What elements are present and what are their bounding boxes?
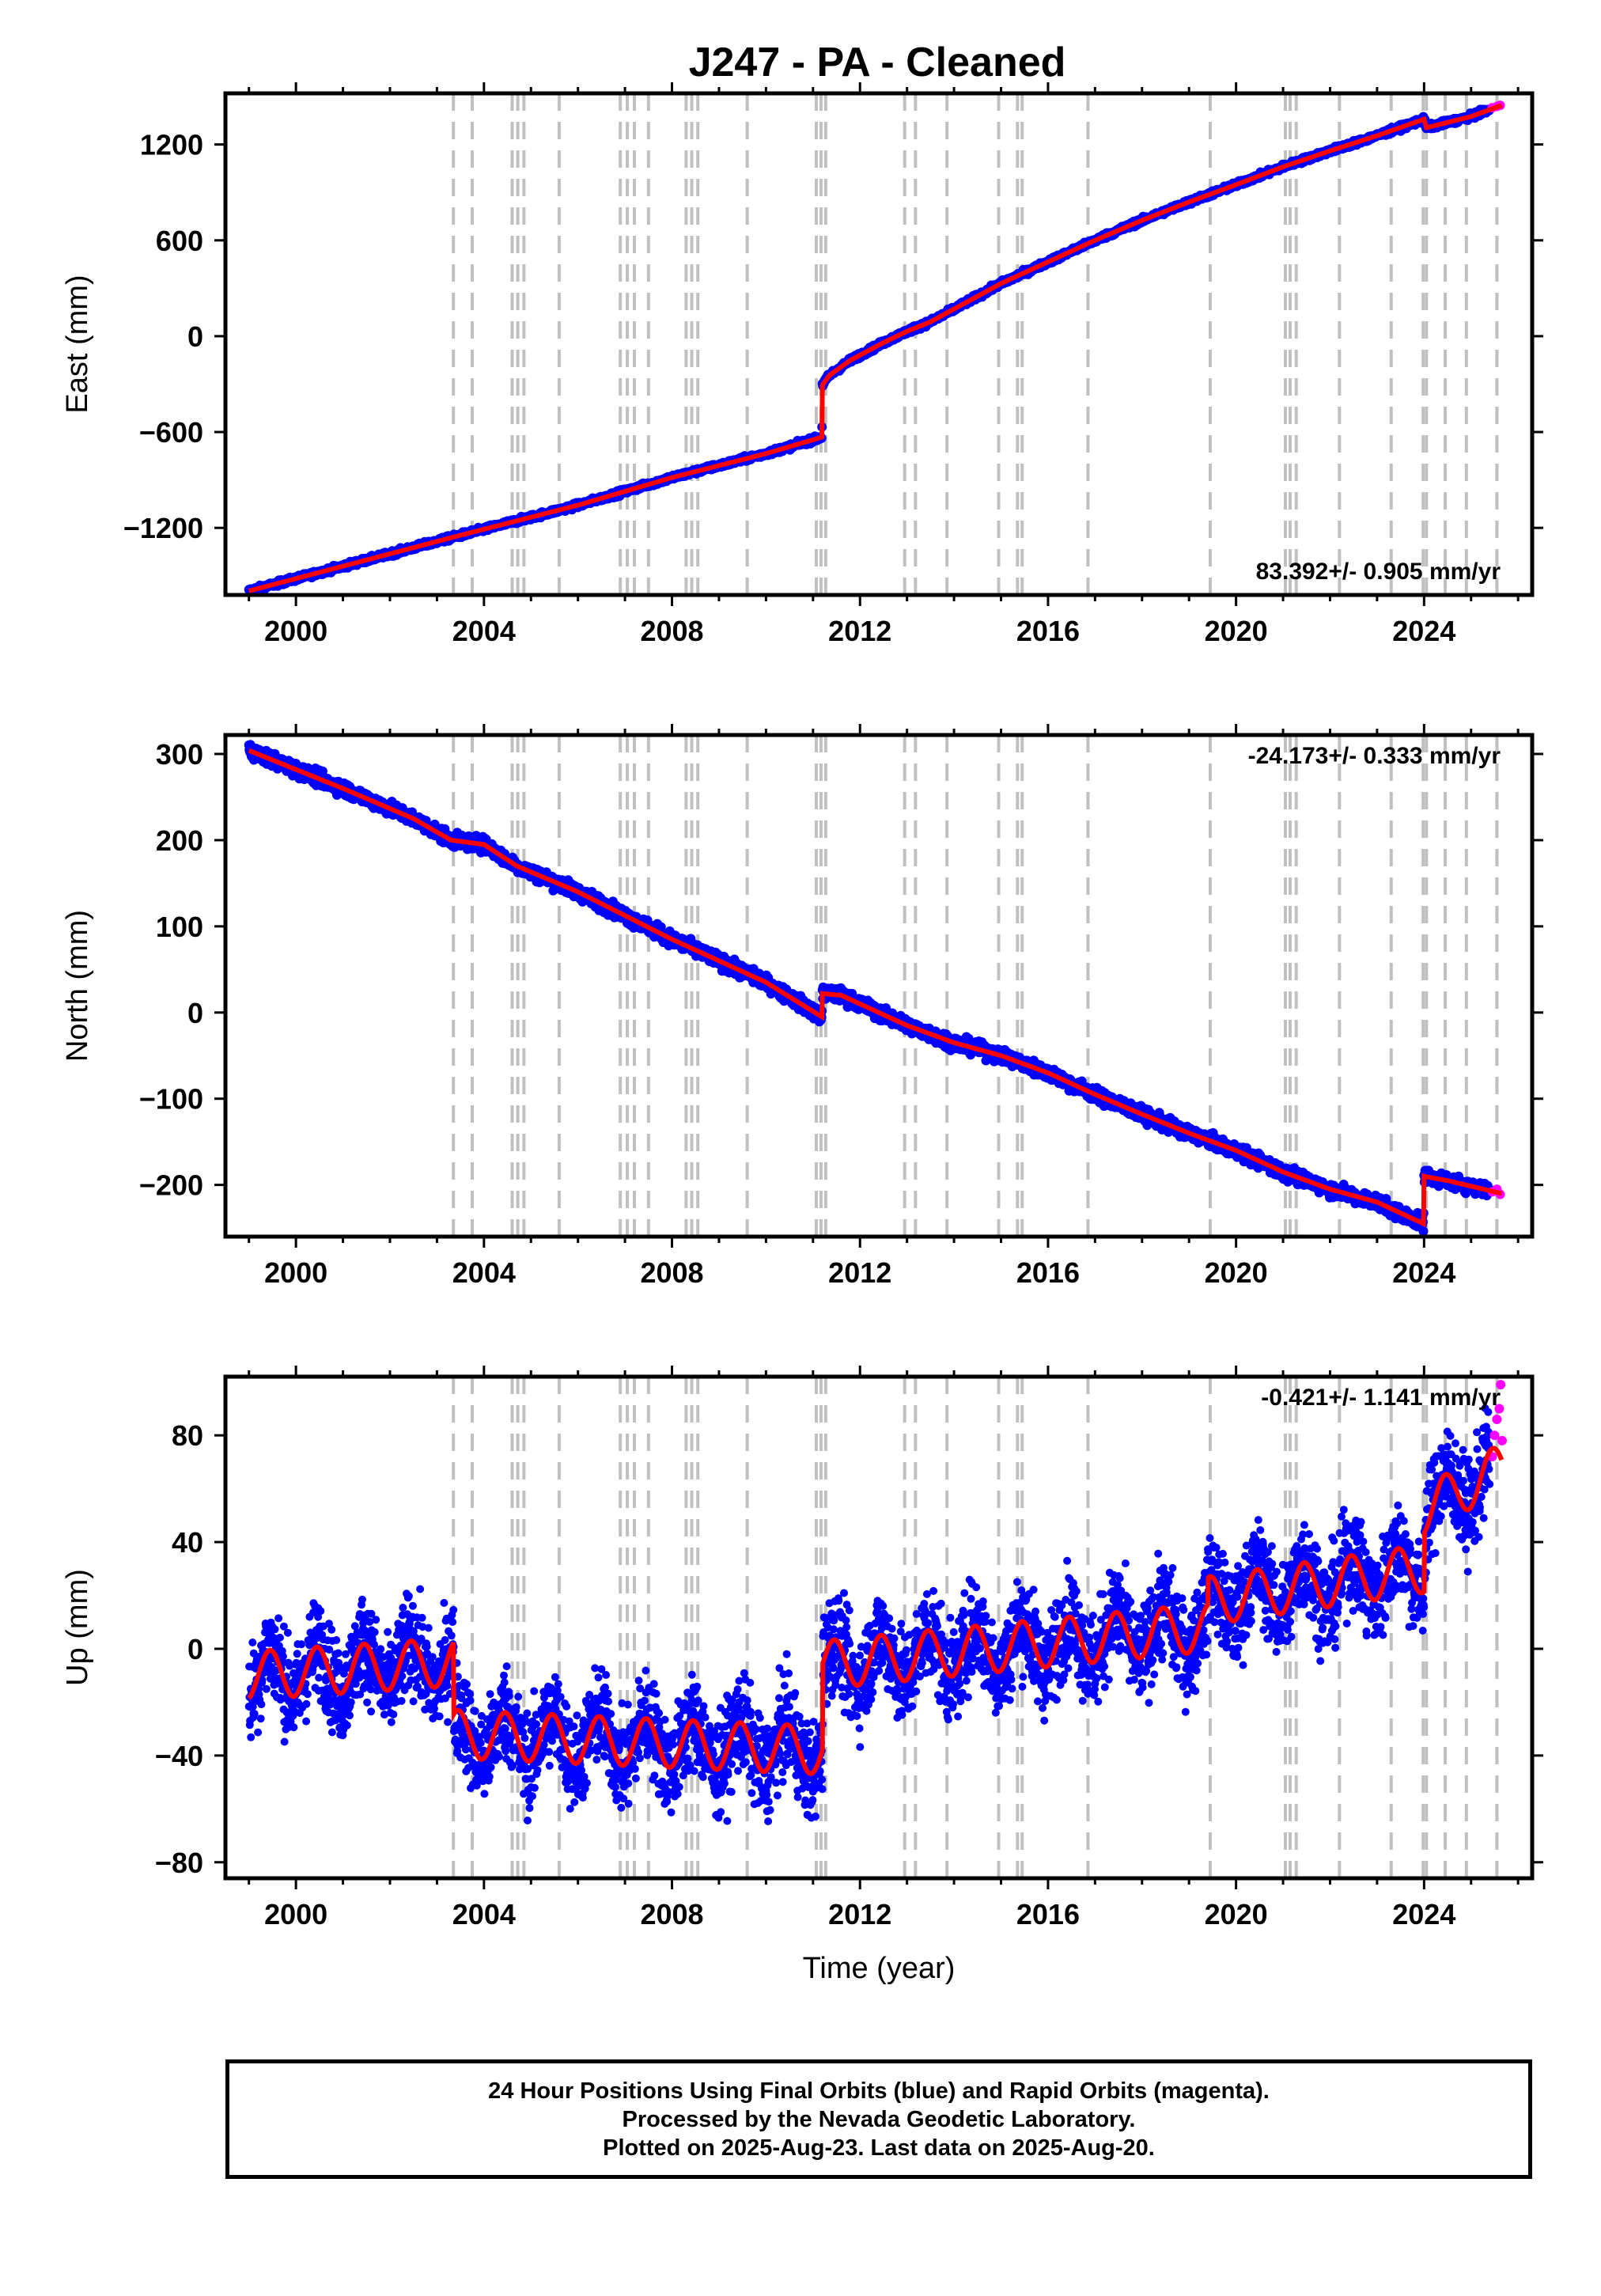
y-tick-label: 0 <box>187 320 203 353</box>
y-tick-label: 600 <box>156 225 203 257</box>
y-tick-label: −600 <box>139 416 203 449</box>
x-tick-label: 2012 <box>828 615 891 647</box>
break-lines <box>452 735 1499 1237</box>
chart-title: J247 - PA - Cleaned <box>689 40 1066 85</box>
model-line <box>248 103 1503 593</box>
x-tick-label: 2000 <box>264 615 327 647</box>
rate-label: 83.392+/- 0.905 mm/yr <box>1256 559 1501 585</box>
panels: 2000 2004 2008 2012 2016 2020 2024 1200 600 0 −600… <box>61 82 1543 1985</box>
y-tick-label: 1200 <box>140 129 203 161</box>
x-tick-label: 2016 <box>1016 615 1080 647</box>
x-tick-label: 2020 <box>1205 615 1268 647</box>
data-points-final <box>244 740 1494 1237</box>
panel-east: 2000 2004 2008 2012 2016 2020 2024 1200 600 0 −600… <box>61 82 1543 647</box>
panel-north: 2000 2004 2008 2012 2016 2020 20243002001000−1… <box>61 724 1543 1289</box>
y-axis-label: East (mm) <box>61 275 94 413</box>
break-lines <box>452 93 1499 595</box>
x-tick-label: 2024 <box>1392 615 1455 647</box>
x-tick-label: 2008 <box>640 615 703 647</box>
y-tick-label: −1200 <box>123 512 203 544</box>
x-tick-label: 2004 <box>452 615 516 647</box>
